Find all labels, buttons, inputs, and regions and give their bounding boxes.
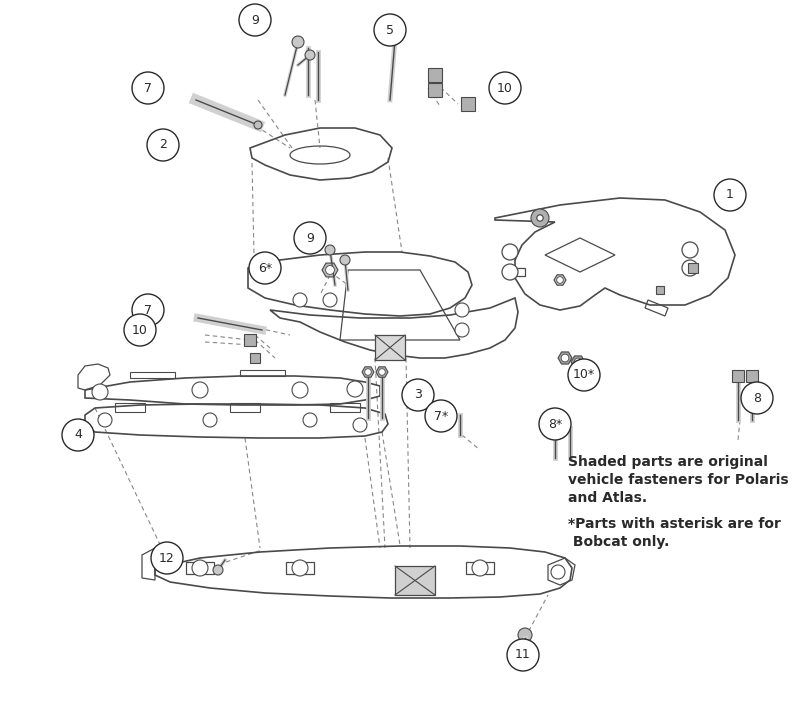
Circle shape — [326, 266, 335, 274]
Circle shape — [353, 418, 367, 432]
Text: 10*: 10* — [573, 369, 595, 382]
Circle shape — [305, 50, 315, 60]
Circle shape — [293, 293, 307, 307]
Polygon shape — [375, 335, 405, 360]
Text: Shaded parts are original: Shaded parts are original — [568, 455, 768, 469]
Circle shape — [124, 314, 156, 346]
Text: and Atlas.: and Atlas. — [568, 491, 647, 505]
Circle shape — [203, 413, 217, 427]
Text: 12: 12 — [159, 552, 175, 565]
Circle shape — [472, 560, 488, 576]
Circle shape — [537, 215, 543, 221]
Polygon shape — [688, 263, 698, 273]
Circle shape — [741, 382, 773, 414]
Polygon shape — [428, 68, 442, 82]
Circle shape — [402, 379, 434, 411]
Circle shape — [365, 369, 371, 375]
Polygon shape — [554, 275, 566, 286]
Polygon shape — [244, 334, 256, 346]
Text: Bobcat only.: Bobcat only. — [568, 535, 669, 549]
Text: 7*: 7* — [434, 409, 448, 422]
Polygon shape — [376, 367, 388, 377]
Text: 6*: 6* — [258, 261, 272, 275]
Circle shape — [682, 260, 698, 276]
Polygon shape — [250, 353, 260, 363]
Circle shape — [192, 382, 208, 398]
Polygon shape — [362, 367, 374, 377]
Text: vehicle fasteners for Polaris: vehicle fasteners for Polaris — [568, 473, 788, 487]
Circle shape — [292, 36, 304, 48]
Circle shape — [325, 245, 335, 255]
Polygon shape — [746, 370, 758, 382]
Text: 10: 10 — [132, 323, 148, 337]
Text: 8: 8 — [753, 392, 761, 404]
Text: 2: 2 — [159, 139, 167, 152]
Circle shape — [347, 381, 363, 397]
Text: *Parts with asterisk are for: *Parts with asterisk are for — [568, 517, 781, 531]
Circle shape — [62, 419, 94, 451]
Circle shape — [294, 222, 326, 254]
Text: 10: 10 — [497, 81, 513, 95]
Circle shape — [292, 382, 308, 398]
Circle shape — [561, 354, 569, 362]
Circle shape — [151, 542, 183, 574]
Text: 11: 11 — [515, 649, 531, 661]
Circle shape — [551, 565, 565, 579]
Circle shape — [507, 639, 539, 671]
Circle shape — [502, 244, 518, 260]
Circle shape — [147, 129, 179, 161]
Circle shape — [379, 369, 385, 375]
Circle shape — [254, 121, 262, 129]
Circle shape — [574, 358, 582, 366]
Circle shape — [714, 179, 746, 211]
Circle shape — [92, 384, 108, 400]
Circle shape — [455, 323, 469, 337]
Circle shape — [531, 209, 549, 227]
Circle shape — [292, 560, 308, 576]
Polygon shape — [428, 83, 442, 97]
Polygon shape — [461, 97, 475, 111]
Circle shape — [340, 255, 350, 265]
Circle shape — [455, 303, 469, 317]
Polygon shape — [656, 286, 664, 294]
Circle shape — [249, 252, 281, 284]
Circle shape — [489, 72, 521, 104]
Text: 8*: 8* — [548, 417, 562, 431]
Text: 5: 5 — [386, 23, 394, 36]
Circle shape — [98, 413, 112, 427]
Circle shape — [568, 359, 600, 391]
Circle shape — [303, 413, 317, 427]
Circle shape — [536, 215, 544, 221]
Text: 9: 9 — [251, 14, 259, 26]
Circle shape — [132, 72, 164, 104]
Text: 7: 7 — [144, 303, 152, 317]
Polygon shape — [395, 566, 435, 595]
Circle shape — [425, 400, 457, 432]
Circle shape — [518, 628, 532, 642]
Circle shape — [556, 277, 563, 283]
Circle shape — [323, 293, 337, 307]
Text: 1: 1 — [726, 189, 734, 201]
Circle shape — [502, 264, 518, 280]
Polygon shape — [732, 370, 744, 382]
Text: 3: 3 — [414, 389, 422, 402]
Text: 9: 9 — [306, 231, 314, 244]
Text: 4: 4 — [74, 429, 82, 441]
Polygon shape — [322, 263, 338, 277]
Circle shape — [539, 408, 571, 440]
Circle shape — [374, 14, 406, 46]
Polygon shape — [571, 356, 585, 368]
Polygon shape — [534, 213, 546, 223]
Circle shape — [239, 4, 271, 36]
Circle shape — [213, 565, 223, 575]
Text: 7: 7 — [144, 81, 152, 95]
Circle shape — [132, 294, 164, 326]
Circle shape — [192, 560, 208, 576]
Circle shape — [682, 242, 698, 258]
Polygon shape — [558, 352, 572, 364]
